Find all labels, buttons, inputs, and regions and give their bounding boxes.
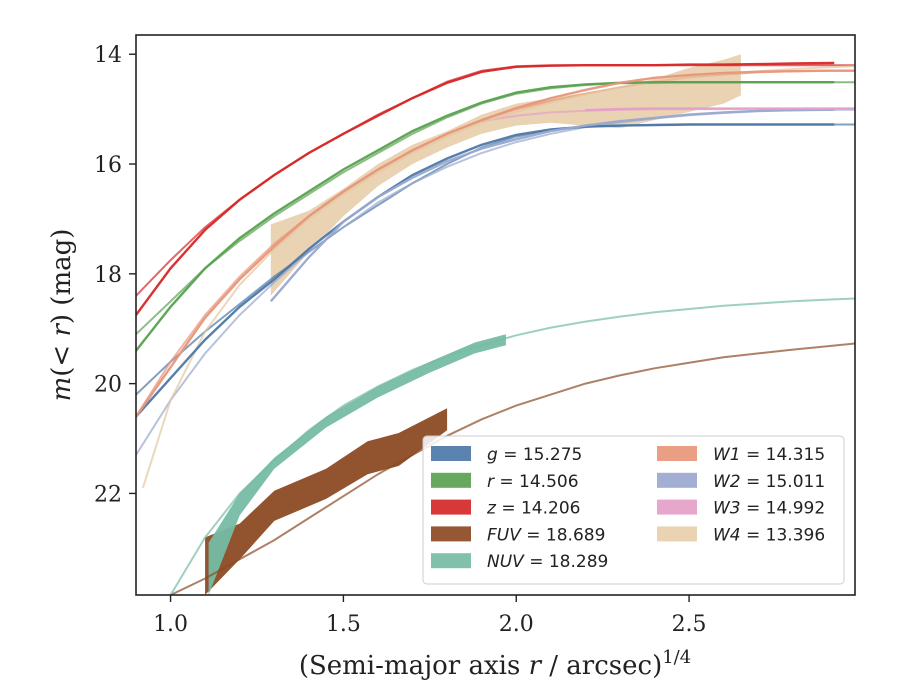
legend-swatch-fuv (431, 526, 471, 542)
x-tick-label: 1.5 (326, 612, 361, 637)
y-tick-label: 20 (94, 373, 122, 398)
legend-label-nuv: NUV = 18.289 (487, 552, 608, 572)
fit-line-fuv (170, 342, 855, 595)
legend-label-g: g = 15.275 (487, 445, 582, 465)
legend-swatch-w4 (657, 526, 697, 542)
plot-area (136, 54, 855, 595)
y-tick-label: 18 (94, 263, 122, 288)
legend-label-w4: W4 = 13.396 (713, 525, 825, 545)
y-tick-label: 22 (94, 482, 122, 507)
legend-swatch-z (431, 499, 471, 515)
legend-label-z: z = 14.206 (486, 499, 580, 519)
data-line-z (136, 61, 835, 316)
data-line-w2 (269, 108, 835, 303)
x-axis-label: (Semi-major axis r / arcsec)1/4 (299, 647, 691, 681)
x-tick-label: 1.0 (153, 612, 188, 637)
legend-swatch-w2 (657, 472, 697, 488)
y-axis-label: m(< r) (mag) (47, 229, 77, 402)
legend-swatch-g (431, 446, 471, 461)
legend-label-fuv: FUV = 18.689 (487, 525, 605, 545)
data-line-r (136, 81, 835, 352)
data-line-g (136, 123, 835, 418)
band-w4 (270, 54, 741, 296)
legend-swatch-nuv (431, 553, 471, 569)
x-tick-label: 2.0 (499, 612, 534, 637)
plot-frame (135, 34, 856, 596)
y-tick-label: 16 (94, 153, 122, 178)
band-fuv (205, 408, 448, 595)
axes: 1.0 1.5 2.0 2.5 14 16 18 20 22 (94, 34, 856, 637)
legend-label-w1: W1 = 14.315 (713, 445, 825, 465)
legend-label-w3: W3 = 14.992 (713, 499, 825, 519)
data-line-w3 (585, 107, 855, 112)
legend-swatch-r (431, 472, 471, 488)
legend-box (422, 435, 845, 585)
legend-swatch-w3 (657, 499, 697, 515)
legend-swatch-w1 (657, 446, 697, 461)
band-nuv (208, 334, 506, 595)
data-line-w1 (136, 69, 855, 418)
x-tick-label: 2.5 (672, 612, 707, 637)
fit-line-nuv (169, 297, 855, 595)
legend-label-w2: W2 = 15.011 (713, 472, 825, 492)
legend: g = 15.275 r = 14.506 z = 14.206 FUV = 18.6… (422, 435, 845, 585)
legend-label-r: r = 14.506 (487, 472, 579, 492)
y-tick-label: 14 (94, 43, 122, 68)
